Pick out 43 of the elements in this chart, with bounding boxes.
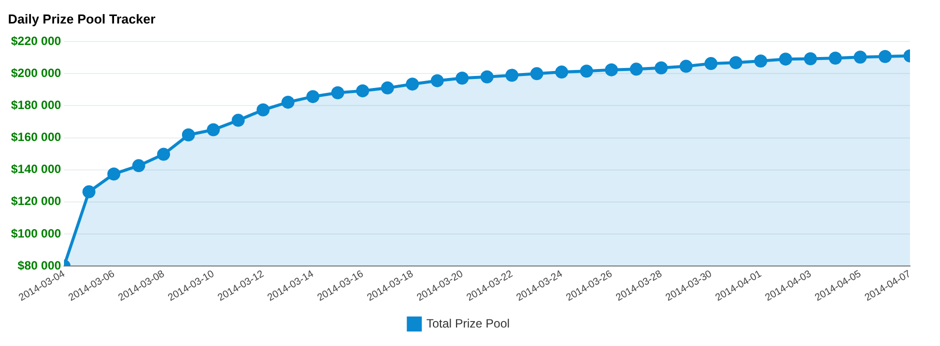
point: [654, 61, 668, 74]
point: [132, 159, 146, 172]
point: [555, 66, 568, 79]
point: [854, 50, 867, 64]
y-tick-label: $200 000: [10, 66, 62, 80]
point: [630, 62, 643, 76]
point: [828, 52, 842, 65]
point: [804, 52, 817, 66]
point: [480, 70, 494, 84]
point: [754, 54, 768, 68]
point: [430, 74, 444, 88]
point: [381, 81, 394, 94]
y-tick-label: $180 000: [10, 98, 62, 112]
point: [82, 185, 96, 198]
point: [456, 72, 469, 85]
point: [779, 52, 792, 66]
point: [604, 63, 618, 76]
y-tick-label: $80 000: [18, 258, 62, 272]
point: [530, 67, 544, 80]
y-tick-label: $120 000: [10, 194, 62, 208]
point: [281, 96, 294, 109]
point: [729, 56, 742, 70]
y-tick-label: $140 000: [10, 162, 62, 176]
point: [356, 84, 370, 98]
point: [505, 68, 518, 82]
point: [157, 148, 170, 161]
point: [232, 114, 245, 127]
point: [406, 78, 419, 91]
point: [206, 123, 220, 136]
y-tick-label: $100 000: [10, 226, 62, 240]
point: [107, 168, 120, 181]
point: [704, 57, 718, 70]
y-tick-label: $220 000: [10, 34, 62, 48]
point: [182, 128, 195, 142]
point: [256, 103, 270, 116]
point: [680, 60, 693, 73]
point: [331, 86, 344, 100]
y-tick-label: $160 000: [10, 130, 62, 144]
point: [580, 64, 594, 78]
legend-label: Total Prize Pool: [426, 316, 510, 330]
point: [878, 50, 892, 64]
chart-title: Daily Prize Pool Tracker: [8, 11, 156, 26]
point: [306, 90, 320, 104]
